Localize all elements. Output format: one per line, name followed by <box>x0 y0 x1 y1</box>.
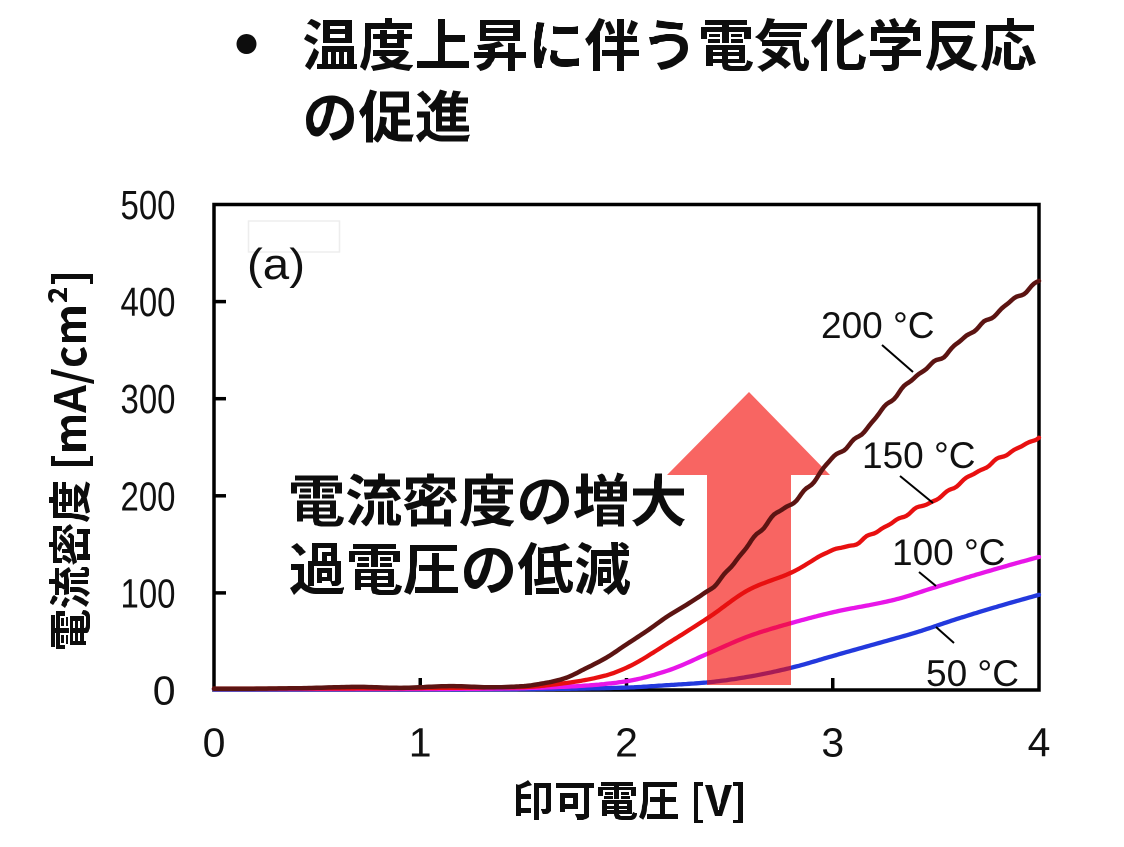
svg-text:500: 500 <box>121 182 176 228</box>
svg-text:3: 3 <box>821 720 844 766</box>
svg-text:300: 300 <box>121 376 176 422</box>
svg-text:1: 1 <box>409 720 432 766</box>
svg-text:400: 400 <box>121 279 176 325</box>
svg-text:0: 0 <box>153 668 176 714</box>
svg-text:(a): (a) <box>247 240 305 289</box>
svg-text:50 °C: 50 °C <box>926 653 1019 694</box>
svg-text:100: 100 <box>121 570 176 616</box>
svg-text:0: 0 <box>203 720 226 766</box>
svg-text:200 °C: 200 °C <box>821 305 935 346</box>
svg-text:2: 2 <box>615 720 638 766</box>
svg-text:200: 200 <box>121 473 176 519</box>
svg-text:4: 4 <box>1028 720 1051 766</box>
svg-text:150 °C: 150 °C <box>862 435 976 476</box>
svg-text:100 °C: 100 °C <box>892 532 1006 573</box>
